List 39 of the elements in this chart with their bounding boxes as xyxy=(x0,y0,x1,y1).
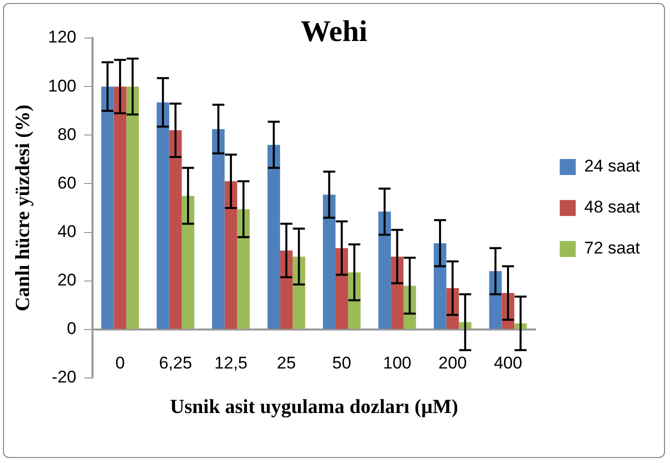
bar xyxy=(182,196,194,329)
bar xyxy=(280,250,293,329)
x-tick-label: 6,25 xyxy=(158,353,192,372)
bar xyxy=(237,209,250,329)
bar xyxy=(126,86,139,329)
x-tick-label: 0 xyxy=(115,353,125,372)
legend-label: 48 saat xyxy=(584,198,640,217)
x-axis-title: Usnik asit uygulama dozları (µM) xyxy=(170,396,458,418)
bar xyxy=(434,243,446,329)
x-tick-label: 200 xyxy=(438,353,467,372)
bar xyxy=(378,212,391,329)
y-tick-label: 100 xyxy=(48,76,76,96)
bar xyxy=(114,86,126,329)
y-tick-label: 60 xyxy=(57,173,76,192)
bar xyxy=(101,86,114,329)
x-tick-label: 400 xyxy=(494,353,522,372)
x-tick-label: 12,5 xyxy=(214,353,248,372)
bar xyxy=(212,129,225,329)
y-tick-label: 0 xyxy=(66,319,76,338)
y-tick-label: -20 xyxy=(52,368,76,387)
chart-title: Wehi xyxy=(300,14,368,48)
bar xyxy=(335,248,348,329)
y-tick-label: 20 xyxy=(57,270,76,290)
y-axis-title: Canlı hücre yüzdesi (%) xyxy=(12,104,34,312)
bar xyxy=(169,130,182,329)
legend-label: 72 saat xyxy=(584,238,640,258)
legend-label: 24 saat xyxy=(584,156,640,176)
bar xyxy=(156,102,170,329)
y-tick-label: 120 xyxy=(48,28,76,47)
y-tick-label: 80 xyxy=(57,124,76,144)
x-tick-label: 100 xyxy=(382,353,412,372)
bar xyxy=(224,181,238,329)
bar xyxy=(292,256,306,329)
x-tick-label: 25 xyxy=(276,353,296,372)
bar xyxy=(267,144,280,329)
bar xyxy=(390,256,404,329)
y-tick-label: 40 xyxy=(57,222,76,241)
bar xyxy=(322,194,336,329)
x-tick-label: 50 xyxy=(332,353,352,372)
